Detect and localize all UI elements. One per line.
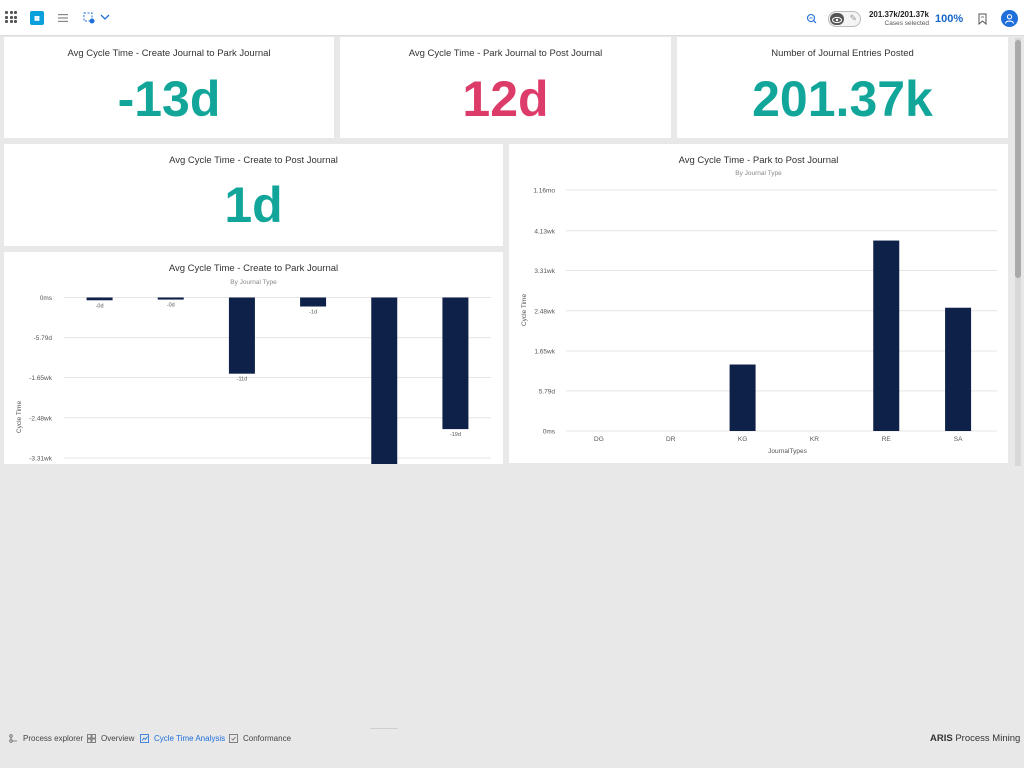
- pencil-icon: ✎: [849, 13, 857, 23]
- bar: [228, 297, 255, 374]
- y-tick-label: 3.31wk: [534, 268, 555, 275]
- brand-product: Process Mining: [952, 733, 1021, 744]
- list-icon[interactable]: [56, 11, 70, 25]
- y-tick-label: -2.48wk: [29, 415, 53, 422]
- y-tick-label: 0ms: [40, 295, 53, 302]
- bottom-nav: Process explorer Overview Cycle Time Ana…: [0, 728, 1024, 750]
- overview-icon: [87, 734, 96, 743]
- kpi-card-journal-entries-posted[interactable]: Number of Journal Entries Posted 201.37k: [677, 37, 1008, 138]
- brand-name: ARIS: [930, 733, 953, 744]
- y-tick-label: 5.79d: [539, 388, 556, 395]
- nav-cycle-time-analysis[interactable]: Cycle Time Analysis: [140, 734, 225, 743]
- chart-title: Avg Cycle Time - Park to Post Journal: [678, 155, 839, 166]
- zoom-icon[interactable]: [804, 11, 818, 25]
- data-label: -0d: [96, 303, 104, 309]
- chart-park-to-post: 0ms 5.79d 1.65wk 2.48wk 3.31wk 4.13wk 1.16mo Cy…: [521, 188, 997, 455]
- y-tick-label: 1.65wk: [534, 349, 555, 356]
- scrollbar-thumb[interactable]: [1015, 40, 1021, 278]
- nav-label: Conformance: [243, 734, 292, 743]
- data-label: -0d: [167, 303, 175, 309]
- drag-handle[interactable]: [370, 728, 398, 729]
- cases-selected-label: Cases selected: [884, 20, 929, 27]
- bar: [371, 297, 398, 464]
- data-label: -1d: [309, 310, 317, 316]
- x-tick-label: RE: [882, 436, 892, 443]
- bar: [442, 297, 469, 430]
- y-tick-label: -1.65wk: [29, 375, 53, 382]
- kpi-card-create-to-park[interactable]: Avg Cycle Time - Create Journal to Park …: [4, 37, 334, 138]
- y-tick-label: -5.79d: [34, 335, 53, 342]
- y-tick-label: 2.48wk: [534, 308, 555, 315]
- bar: [157, 297, 184, 300]
- kpi-title: Avg Cycle Time - Park Journal to Post Jo…: [408, 48, 603, 59]
- chart-subtitle: By Journal Type: [735, 170, 782, 177]
- kpi-value: -13d: [117, 71, 221, 127]
- y-tick-label: 0ms: [543, 429, 556, 436]
- y-tick-label: -3.31wk: [29, 456, 53, 463]
- bar: [945, 307, 972, 431]
- brand-logo: ARIS Process Mining: [930, 733, 1020, 744]
- nav-label: Process explorer: [23, 734, 84, 743]
- nav-label: Overview: [101, 734, 135, 743]
- eye-icon: [830, 13, 844, 25]
- view-edit-toggle[interactable]: ✎: [828, 11, 861, 27]
- chart-card-park-to-post: Avg Cycle Time - Park to Post Journal By…: [509, 144, 1008, 463]
- y-tick-label: 1.16mo: [533, 188, 555, 195]
- x-tick-label: DG: [594, 436, 604, 443]
- top-toolbar: ▦ ✎ 201.37k/201.37k Cases selected 100%: [0, 0, 1024, 36]
- cases-selected-percent: 100%: [935, 13, 964, 25]
- bookmark-icon[interactable]: [976, 12, 988, 25]
- process-explorer-icon: [9, 734, 17, 743]
- bar: [729, 364, 756, 431]
- kpi-card-create-to-post[interactable]: Avg Cycle Time - Create to Post Journal …: [4, 144, 503, 246]
- bar: [300, 297, 327, 307]
- nav-conformance[interactable]: Conformance: [229, 734, 291, 743]
- x-tick-label: DR: [666, 436, 676, 443]
- chart-card-create-to-park: Avg Cycle Time - Create to Park Journal …: [4, 252, 503, 464]
- y-axis-label: Cycle Time: [521, 294, 528, 327]
- chevron-down-icon[interactable]: [99, 10, 111, 24]
- dashboard-icon[interactable]: ▦: [30, 11, 44, 25]
- nav-label: Cycle Time Analysis: [154, 734, 226, 743]
- x-tick-label: KG: [738, 436, 747, 443]
- kpi-card-park-to-post[interactable]: Avg Cycle Time - Park Journal to Post Jo…: [340, 37, 671, 138]
- chart-title: Avg Cycle Time - Create to Park Journal: [168, 263, 339, 274]
- data-label: -19d: [450, 432, 461, 438]
- apps-grid-icon[interactable]: [5, 11, 17, 23]
- y-tick-label: 4.13wk: [534, 228, 555, 235]
- x-tick-label: KR: [810, 436, 819, 443]
- kpi-title: Avg Cycle Time - Create to Post Journal: [169, 155, 338, 166]
- x-axis-label: JournalTypes: [768, 448, 807, 455]
- conformance-icon: [229, 734, 238, 743]
- user-icon[interactable]: [1001, 10, 1018, 27]
- filter-icon[interactable]: [82, 11, 96, 25]
- bar: [86, 297, 113, 301]
- nav-overview[interactable]: Overview: [87, 734, 134, 743]
- chart-subtitle: By Journal Type: [230, 279, 277, 286]
- bar: [873, 240, 900, 431]
- kpi-value: 12d: [462, 71, 549, 127]
- cycle-time-icon: [140, 734, 149, 743]
- nav-process-explorer[interactable]: Process explorer: [9, 734, 83, 743]
- y-axis-label: Cycle Time: [16, 401, 23, 434]
- kpi-value: 1d: [224, 177, 283, 233]
- kpi-value: 201.37k: [752, 71, 933, 127]
- kpi-title: Avg Cycle Time - Create Journal to Park …: [67, 48, 271, 59]
- x-tick-label: SA: [954, 436, 963, 443]
- kpi-title: Number of Journal Entries Posted: [771, 48, 914, 59]
- data-label: -11d: [237, 377, 248, 383]
- chart-create-to-park: 0ms -5.79d -1.65wk -2.48wk -3.31wk Cycle Time…: [16, 295, 491, 464]
- cases-selected-count: 201.37k/201.37k: [868, 10, 929, 19]
